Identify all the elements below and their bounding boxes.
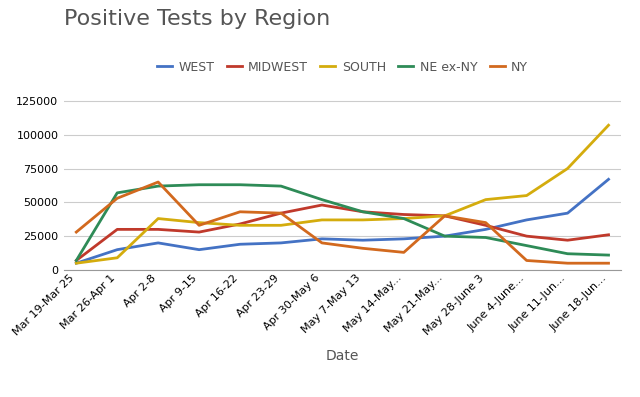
MIDWEST <box>400 212 408 217</box>
SOUTH <box>72 261 80 266</box>
WEST <box>523 218 531 222</box>
MIDWEST <box>523 234 531 239</box>
NE ex-NY <box>195 182 203 187</box>
MIDWEST <box>236 222 244 226</box>
WEST <box>154 241 162 245</box>
WEST <box>195 247 203 252</box>
NE ex-NY <box>236 182 244 187</box>
MIDWEST <box>359 209 367 214</box>
WEST <box>400 237 408 241</box>
NY <box>441 214 449 218</box>
SOUTH <box>154 216 162 221</box>
NY <box>277 211 285 216</box>
NE ex-NY <box>400 216 408 221</box>
Line: NY: NY <box>76 182 609 263</box>
SOUTH <box>113 255 121 260</box>
SOUTH <box>564 166 572 171</box>
NE ex-NY <box>441 234 449 239</box>
WEST <box>236 242 244 247</box>
X-axis label: Date: Date <box>326 349 359 362</box>
SOUTH <box>441 214 449 218</box>
NY <box>482 220 490 225</box>
NY <box>236 209 244 214</box>
Legend: WEST, MIDWEST, SOUTH, NE ex-NY, NY: WEST, MIDWEST, SOUTH, NE ex-NY, NY <box>157 61 528 74</box>
NY <box>113 196 121 200</box>
SOUTH <box>523 193 531 198</box>
WEST <box>482 227 490 232</box>
MIDWEST <box>113 227 121 232</box>
MIDWEST <box>564 238 572 243</box>
NY <box>523 258 531 263</box>
SOUTH <box>359 218 367 222</box>
NE ex-NY <box>482 235 490 240</box>
SOUTH <box>236 223 244 228</box>
NE ex-NY <box>605 253 612 258</box>
MIDWEST <box>605 232 612 237</box>
NY <box>318 241 326 245</box>
NE ex-NY <box>154 184 162 189</box>
SOUTH <box>277 223 285 228</box>
Line: WEST: WEST <box>76 179 609 263</box>
NE ex-NY <box>277 184 285 189</box>
NY <box>154 180 162 185</box>
NE ex-NY <box>564 251 572 256</box>
WEST <box>605 177 612 182</box>
WEST <box>564 211 572 216</box>
Line: MIDWEST: MIDWEST <box>76 205 609 260</box>
SOUTH <box>318 218 326 222</box>
NE ex-NY <box>318 197 326 202</box>
MIDWEST <box>441 214 449 218</box>
MIDWEST <box>195 230 203 235</box>
NE ex-NY <box>523 243 531 248</box>
MIDWEST <box>72 258 80 263</box>
Line: SOUTH: SOUTH <box>76 125 609 263</box>
SOUTH <box>195 220 203 225</box>
WEST <box>72 261 80 266</box>
WEST <box>359 238 367 243</box>
MIDWEST <box>482 223 490 228</box>
NY <box>72 230 80 235</box>
WEST <box>277 241 285 245</box>
NY <box>605 261 612 266</box>
WEST <box>441 234 449 239</box>
NY <box>359 246 367 251</box>
NY <box>400 250 408 255</box>
NY <box>195 223 203 228</box>
NE ex-NY <box>359 209 367 214</box>
MIDWEST <box>318 202 326 207</box>
MIDWEST <box>154 227 162 232</box>
NE ex-NY <box>72 258 80 263</box>
MIDWEST <box>277 211 285 216</box>
Text: Positive Tests by Region: Positive Tests by Region <box>64 9 330 29</box>
SOUTH <box>605 123 612 127</box>
SOUTH <box>482 197 490 202</box>
NY <box>564 261 572 266</box>
WEST <box>318 237 326 241</box>
NE ex-NY <box>113 191 121 195</box>
WEST <box>113 247 121 252</box>
Line: NE ex-NY: NE ex-NY <box>76 185 609 260</box>
SOUTH <box>400 216 408 221</box>
